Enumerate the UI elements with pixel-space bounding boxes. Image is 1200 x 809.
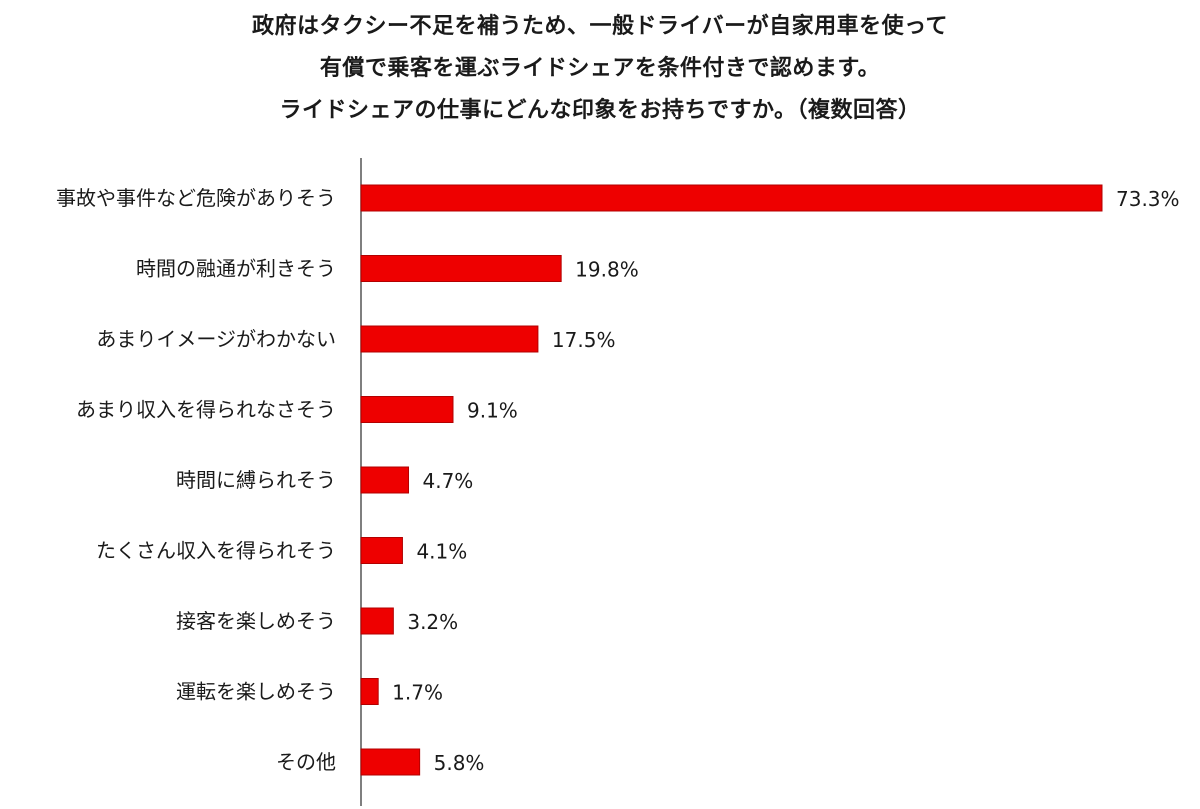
category-label: たくさん収入を得られそう	[96, 539, 336, 563]
bar	[360, 396, 454, 423]
bar	[360, 325, 539, 353]
chart-title-line-3: ライドシェアの仕事にどんな印象をお持ちですか。（複数回答）	[279, 98, 921, 123]
value-label: 73.3%	[1116, 187, 1180, 211]
category-label: その他	[276, 750, 336, 774]
chart-title-line-1: 政府はタクシー不足を補うため、一般ドライバーが自家用車を使って	[252, 14, 948, 39]
value-label: 4.7%	[423, 469, 474, 493]
value-label: 3.2%	[407, 610, 458, 634]
bar	[360, 678, 379, 705]
category-label: 運転を楽しめそう	[176, 680, 336, 704]
value-label: 5.8%	[434, 751, 485, 775]
bar	[360, 748, 421, 776]
category-label: 時間に縛られそう	[176, 468, 336, 492]
category-label: 時間の融通が利きそう	[136, 257, 336, 281]
bar	[360, 255, 562, 282]
value-label: 17.5%	[552, 328, 616, 352]
bar	[360, 537, 403, 564]
bar	[360, 607, 394, 635]
category-label: 接客を楽しめそう	[176, 609, 336, 633]
value-label: 19.8%	[575, 258, 639, 282]
category-label: 事故や事件など危険がありそう	[56, 186, 336, 210]
category-label: あまりイメージがわかない	[96, 327, 336, 351]
value-label: 1.7%	[392, 681, 443, 705]
chart-title: 政府はタクシー不足を補うため、一般ドライバーが自家用車を使って 有償で乗客を運ぶ…	[0, 6, 1200, 132]
chart-title-line-2: 有償で乗客を運ぶライドシェアを条件付きで認めます。	[319, 56, 881, 81]
bar	[360, 184, 1103, 212]
value-label: 9.1%	[467, 399, 518, 423]
value-label: 4.1%	[416, 540, 467, 564]
category-label: あまり収入を得られなさそう	[76, 398, 336, 422]
bar	[360, 466, 410, 494]
